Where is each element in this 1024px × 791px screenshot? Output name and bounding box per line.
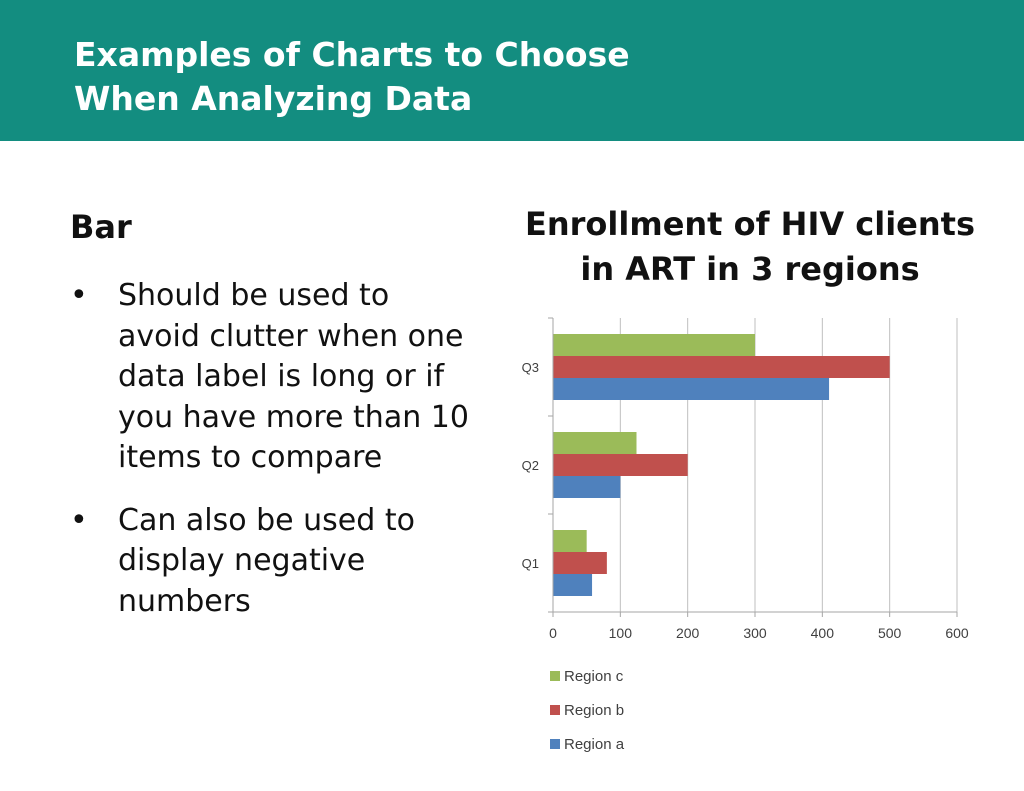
section-heading: Bar xyxy=(70,208,132,246)
bullet-item: • Can also be used to display negative n… xyxy=(70,501,470,623)
legend-swatch xyxy=(550,671,560,681)
chart-title-line-2: in ART in 3 regions xyxy=(580,250,920,288)
bullet-item: • Should be used to avoid clutter when o… xyxy=(70,276,470,479)
bullet-text: Should be used to avoid clutter when one… xyxy=(118,278,469,475)
x-tick-label: 0 xyxy=(549,625,557,641)
bullet-list: • Should be used to avoid clutter when o… xyxy=(70,276,470,644)
bullet-dot-icon: • xyxy=(70,502,88,538)
chart-title: Enrollment of HIV clients in ART in 3 re… xyxy=(520,202,980,292)
bar-region-a-q1 xyxy=(553,574,593,596)
title-banner: Examples of Charts to Choose When Analyz… xyxy=(0,0,1024,141)
bar-region-b-q2 xyxy=(553,454,688,476)
bar-region-b-q1 xyxy=(553,552,607,574)
legend-label: Region b xyxy=(564,702,624,719)
x-tick-label: 500 xyxy=(878,625,902,641)
y-tick-label: Q3 xyxy=(522,360,539,375)
x-tick-label: 200 xyxy=(676,625,700,641)
y-tick-label: Q1 xyxy=(522,556,539,571)
legend-swatch xyxy=(550,739,560,749)
x-tick-label: 600 xyxy=(945,625,969,641)
legend-label: Region a xyxy=(564,736,625,753)
bar-region-a-q2 xyxy=(553,476,621,498)
bullet-text: Can also be used to display negative num… xyxy=(118,502,415,619)
bar-region-c-q3 xyxy=(553,334,755,356)
bar-region-c-q1 xyxy=(553,530,587,552)
chart-title-line-1: Enrollment of HIV clients xyxy=(525,205,975,243)
x-tick-label: 300 xyxy=(743,625,767,641)
bar-region-a-q3 xyxy=(553,378,830,400)
bar-region-c-q2 xyxy=(553,432,637,454)
slide-title: Examples of Charts to Choose When Analyz… xyxy=(74,33,774,121)
bullet-dot-icon: • xyxy=(70,278,88,313)
bar-region-b-q3 xyxy=(553,356,890,378)
x-tick-label: 100 xyxy=(609,625,633,641)
slide-title-line-2: When Analyzing Data xyxy=(74,79,473,118)
y-tick-label: Q2 xyxy=(522,458,539,473)
slide-title-line-1: Examples of Charts to Choose xyxy=(74,35,630,74)
x-tick-label: 400 xyxy=(811,625,835,641)
legend-swatch xyxy=(550,705,560,715)
legend-label: Region c xyxy=(564,668,624,685)
bar-chart: Q1 Q2 Q3 0 100 200 300 400 500 600 Region c Region … xyxy=(522,317,969,753)
